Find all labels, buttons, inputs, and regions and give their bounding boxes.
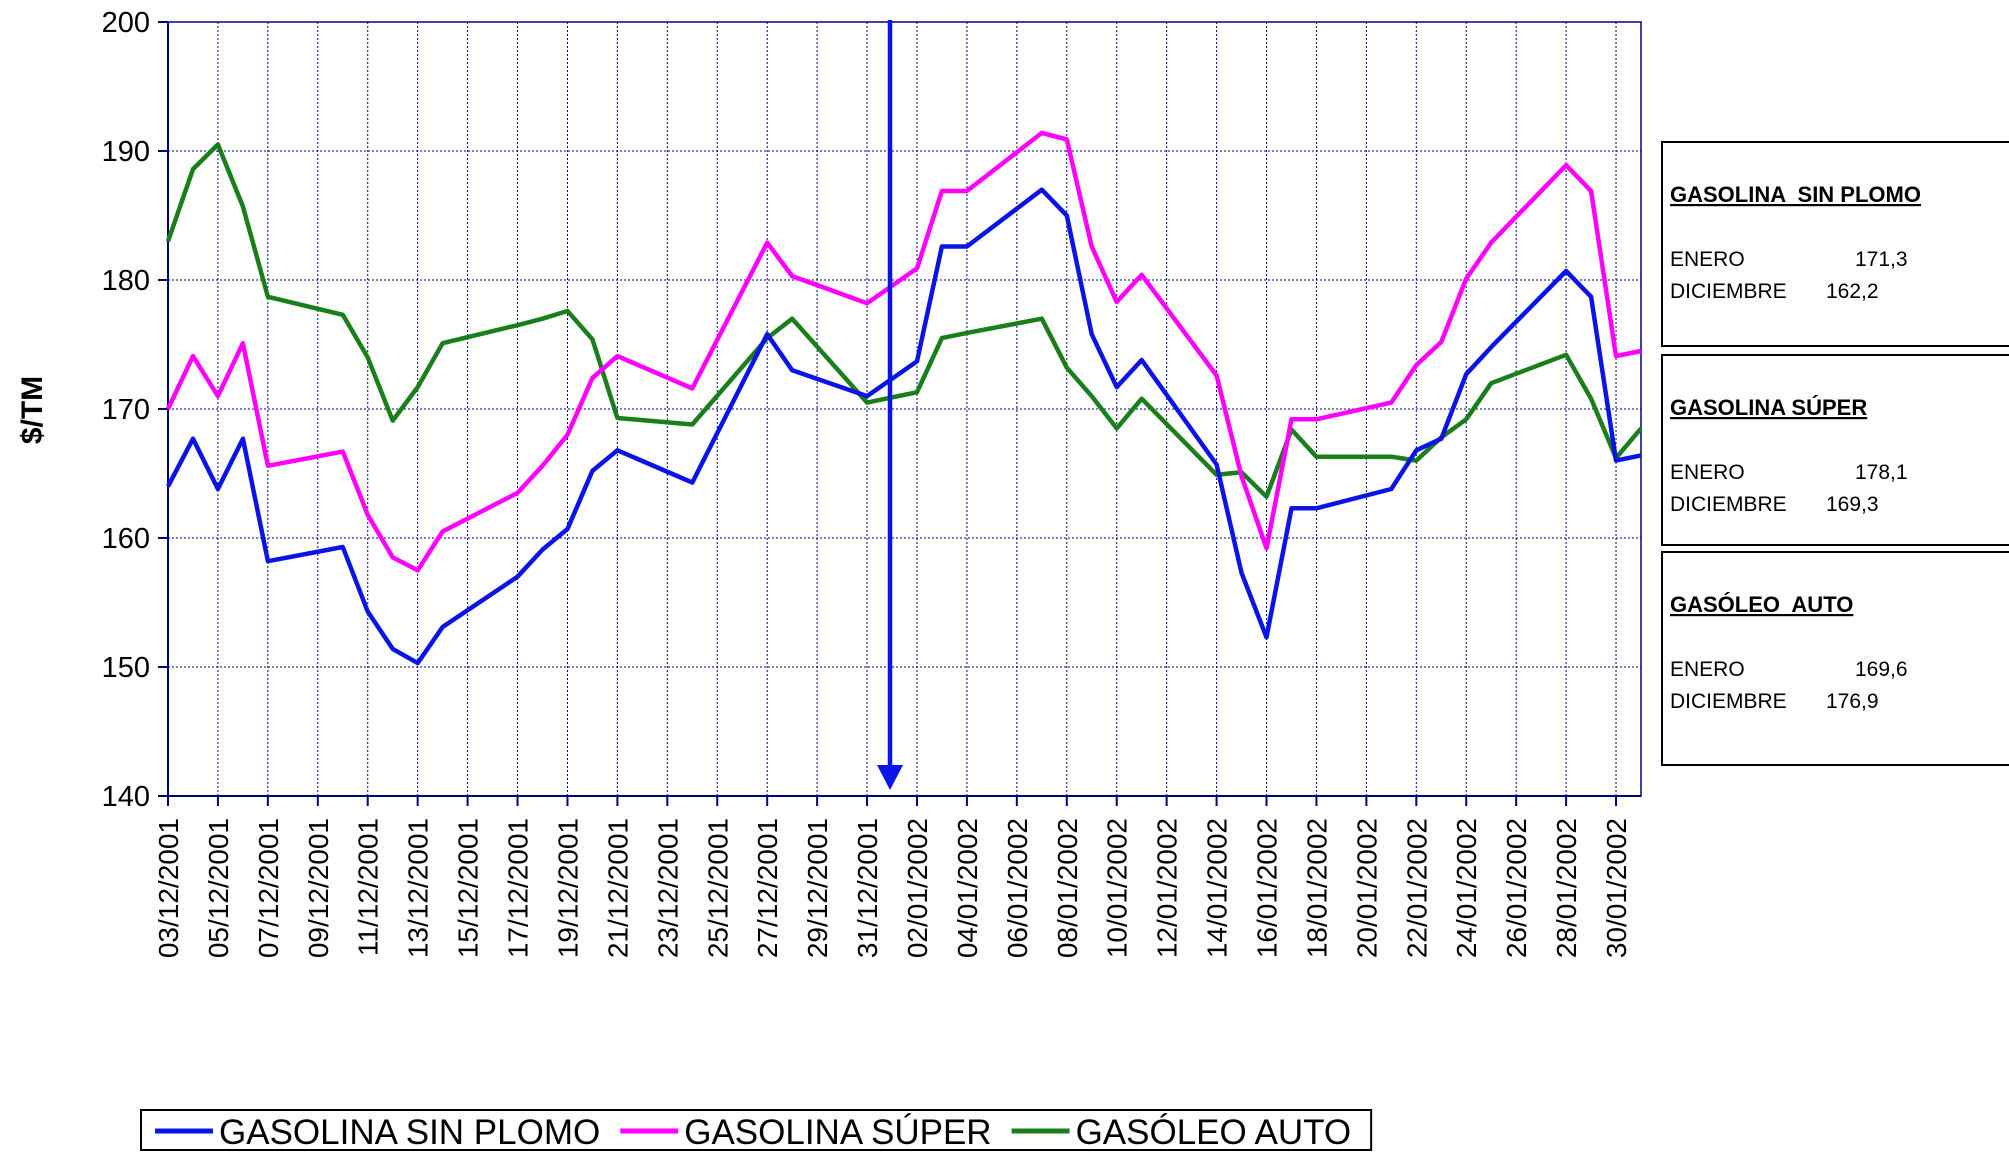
y-axis-label: $/TM	[16, 376, 49, 444]
x-tick-label: 30/01/2002	[1601, 818, 1632, 958]
info-value: 162,2	[1826, 280, 1879, 303]
info-label: ENERO	[1670, 658, 1745, 681]
x-tick-label: 25/12/2001	[702, 818, 733, 958]
info-box	[1661, 141, 2009, 347]
x-tick-label: 15/12/2001	[453, 818, 484, 958]
x-tick-label: 28/01/2002	[1551, 818, 1582, 958]
x-tick-label: 14/01/2002	[1202, 818, 1233, 958]
legend-label: GASOLINA SIN PLOMO	[219, 1113, 600, 1152]
x-tick-label: 20/01/2002	[1351, 818, 1382, 958]
info-title: GASOLINA SIN PLOMO	[1670, 182, 1921, 207]
x-tick-label: 26/01/2002	[1501, 818, 1532, 958]
x-tick-label: 02/01/2002	[902, 818, 933, 958]
x-tick-label: 22/01/2002	[1401, 818, 1432, 958]
info-label: DICIEMBRE	[1670, 690, 1787, 713]
x-tick-label: 27/12/2001	[752, 818, 783, 958]
x-tick-label: 10/01/2002	[1102, 818, 1133, 958]
arrow-head	[877, 765, 903, 790]
x-tick-label: 12/01/2002	[1152, 818, 1183, 958]
y-tick-label: 140	[102, 781, 150, 813]
x-tick-label: 19/12/2001	[552, 818, 583, 958]
legend-label: GASOLINA SÚPER	[684, 1113, 991, 1152]
legend: GASOLINA SIN PLOMO GASOLINA SÚPER GASÓLEO …	[140, 1109, 1373, 1152]
series-line	[165, 142, 1643, 499]
x-tick-label: 04/01/2002	[952, 818, 983, 958]
legend-box	[140, 1109, 1373, 1151]
series-line	[166, 187, 1642, 666]
x-tick-label: 06/01/2002	[1002, 818, 1033, 958]
info-title: GASÓLEO AUTO	[1670, 592, 1853, 617]
x-tick-label: 07/12/2001	[253, 818, 284, 958]
info-value: 176,9	[1826, 690, 1879, 713]
x-tick-label: 05/12/2001	[203, 818, 234, 958]
legend-label: GASÓLEO AUTO	[1076, 1113, 1352, 1152]
x-tick-label: 21/12/2001	[602, 818, 633, 958]
info-value: 171,3	[1855, 248, 1908, 271]
y-tick-label: 190	[102, 136, 150, 168]
x-tick-label: 13/12/2001	[403, 818, 434, 958]
info-box	[1661, 354, 2009, 546]
x-tick-label: 23/12/2001	[652, 818, 683, 958]
y-tick-label: 160	[102, 523, 150, 555]
info-label: ENERO	[1670, 248, 1745, 271]
info-value: 169,3	[1826, 493, 1879, 516]
info-value: 169,6	[1855, 658, 1908, 681]
x-tick-label: 17/12/2001	[503, 818, 534, 958]
info-value: 178,1	[1855, 461, 1908, 484]
x-tick-label: 18/01/2002	[1301, 818, 1332, 958]
y-tick-label: 180	[102, 265, 150, 297]
info-label: DICIEMBRE	[1670, 493, 1787, 516]
y-tick-label: 150	[102, 652, 150, 684]
x-tick-label: 08/01/2002	[1052, 818, 1083, 958]
x-tick-label: 16/01/2002	[1252, 818, 1283, 958]
info-label: ENERO	[1670, 461, 1745, 484]
x-tick-label: 31/12/2001	[852, 818, 883, 958]
series-line	[165, 130, 1642, 573]
y-tick-label: 200	[102, 7, 150, 39]
info-box	[1661, 551, 2009, 766]
x-tick-label: 29/12/2001	[802, 818, 833, 958]
x-tick-label: 11/12/2001	[353, 818, 384, 956]
info-label: DICIEMBRE	[1670, 280, 1787, 303]
x-tick-label: 24/01/2002	[1451, 818, 1482, 958]
x-tick-label: 09/12/2001	[303, 818, 334, 958]
y-tick-label: 170	[102, 394, 150, 426]
info-title: GASOLINA SÚPER	[1670, 395, 1867, 420]
x-tick-label: 03/12/2001	[153, 818, 184, 958]
